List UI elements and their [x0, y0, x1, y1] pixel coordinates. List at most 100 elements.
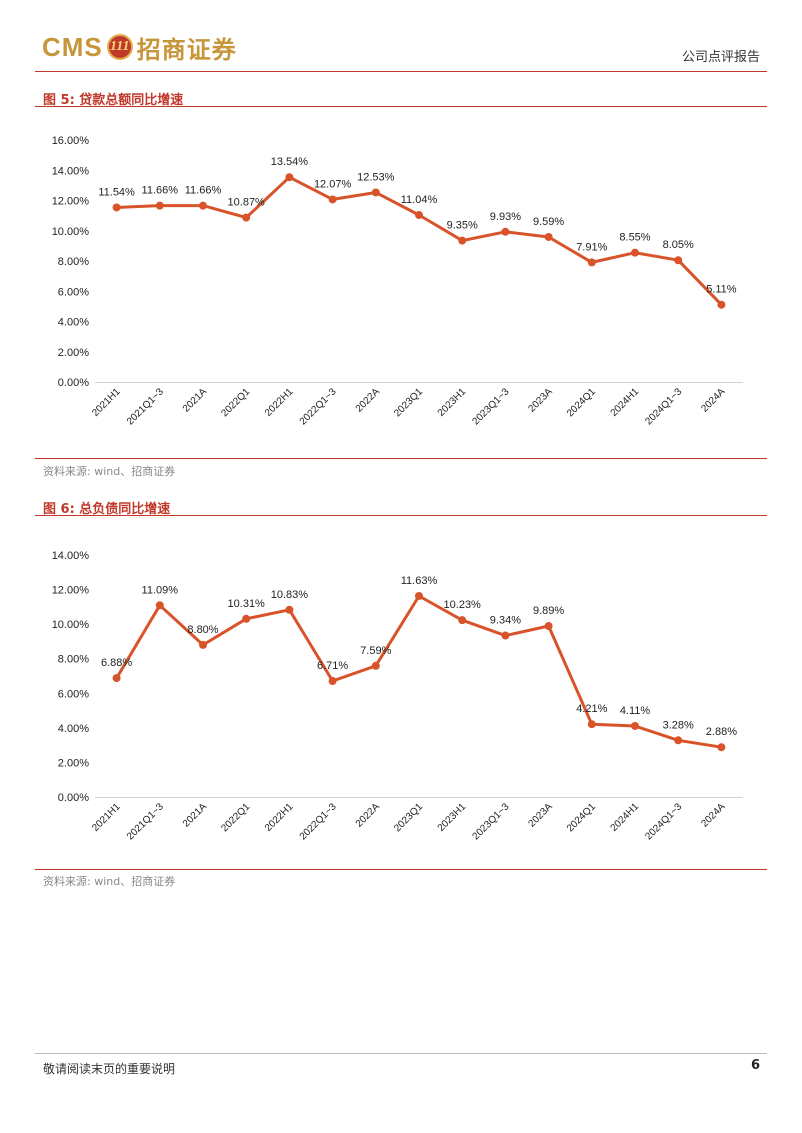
- logo-badge-icon: 111: [106, 34, 133, 60]
- x-tick-label: 2024H1: [609, 386, 642, 419]
- x-tick-label: 2021A: [181, 386, 209, 414]
- y-tick-label: 12.00%: [52, 196, 90, 208]
- x-tick-label: 2024Q1: [565, 386, 598, 419]
- y-tick-label: 4.00%: [58, 723, 89, 735]
- x-tick-label: 2022Q1: [219, 386, 252, 419]
- data-point: [371, 661, 380, 670]
- figure-6-bottom-divider: [35, 869, 767, 870]
- x-tick-label: 2022H1: [263, 801, 296, 834]
- x-tick-label: 2023A: [526, 801, 554, 829]
- data-label: 9.93%: [490, 211, 521, 223]
- data-point: [587, 258, 596, 267]
- data-label: 8.80%: [187, 624, 218, 636]
- data-label: 7.59%: [360, 645, 391, 657]
- x-tick-label: 2023Q1~3: [471, 386, 512, 427]
- data-point: [587, 720, 596, 729]
- data-point: [112, 674, 121, 683]
- data-point: [155, 201, 164, 210]
- data-label: 7.91%: [576, 241, 607, 253]
- page-number: 6: [750, 1058, 760, 1073]
- data-label: 10.31%: [228, 598, 266, 610]
- figure-5-top-divider: [35, 106, 767, 107]
- data-label: 11.04%: [401, 194, 438, 206]
- x-tick-label: 2023Q1~3: [471, 801, 512, 842]
- data-label: 6.71%: [317, 660, 348, 672]
- logo-latin: CMS: [42, 31, 103, 62]
- data-label: 5.11%: [706, 284, 737, 296]
- y-tick-label: 0.00%: [58, 377, 89, 389]
- x-tick-label: 2024A: [699, 801, 727, 829]
- data-label: 10.83%: [271, 589, 309, 601]
- data-point: [112, 203, 121, 212]
- data-label: 3.28%: [663, 719, 694, 731]
- y-tick-label: 6.00%: [58, 286, 89, 298]
- data-label: 10.87%: [228, 197, 266, 209]
- data-point: [458, 616, 467, 625]
- y-tick-label: 10.00%: [52, 226, 90, 238]
- x-tick-label: 2021H1: [90, 386, 123, 419]
- y-tick-label: 14.00%: [52, 165, 90, 177]
- data-point: [285, 605, 294, 614]
- data-point: [717, 300, 726, 309]
- data-point: [242, 213, 251, 222]
- document-type: 公司点评报告: [681, 50, 760, 65]
- y-tick-label: 6.00%: [58, 688, 89, 700]
- data-point: [544, 622, 553, 631]
- y-tick-label: 2.00%: [58, 347, 89, 359]
- data-point: [674, 256, 683, 265]
- data-label: 12.53%: [357, 171, 395, 183]
- x-tick-label: 2023Q1: [392, 801, 425, 834]
- data-point: [371, 188, 380, 197]
- logo-chinese-name: 招商证券: [136, 35, 237, 64]
- liability-growth-chart: 0.00% 2.00% 4.00% 6.00% 8.00% 10.00% 12.00% 14.…: [52, 550, 743, 842]
- data-point: [242, 614, 251, 623]
- figure-6-source: 资料来源: wind、招商证券: [43, 875, 176, 888]
- data-point: [199, 640, 207, 649]
- data-label: 9.59%: [533, 216, 564, 228]
- data-label: 4.11%: [620, 705, 651, 717]
- data-point: [328, 195, 337, 204]
- series-line: [115, 594, 722, 749]
- data-point: [501, 631, 510, 640]
- data-label: 9.35%: [447, 220, 478, 232]
- data-point: [458, 236, 467, 245]
- x-tick-label: 2024H1: [609, 801, 642, 834]
- data-point: [415, 591, 423, 600]
- x-tick-label: 2024Q1~3: [643, 386, 684, 427]
- x-tick-label: 2022A: [354, 801, 382, 829]
- data-label: 11.54%: [98, 186, 135, 198]
- y-tick-label: 14.00%: [52, 550, 90, 562]
- header-divider: [35, 71, 767, 72]
- loan-growth-chart: 0.00% 2.00% 4.00% 6.00% 8.00% 10.00% 12.00% 14.…: [52, 135, 743, 427]
- data-point: [501, 227, 510, 236]
- data-point: [199, 201, 207, 210]
- y-tick-label: 16.00%: [52, 135, 90, 147]
- data-point: [674, 736, 683, 745]
- company-logo: CMS 111 招商证券: [42, 30, 237, 64]
- figure-5-source: 资料来源: wind、招商证券: [43, 465, 176, 478]
- data-label: 6.88%: [101, 657, 132, 669]
- data-label: 12.07%: [314, 178, 352, 190]
- y-tick-label: 8.00%: [58, 654, 89, 666]
- x-tick-label: 2022H1: [263, 386, 296, 419]
- data-point: [155, 601, 164, 610]
- figure-5-title: 图 5: 贷款总额同比增速: [43, 93, 184, 108]
- x-tick-label: 2022Q1~3: [298, 386, 339, 427]
- data-label: 13.54%: [271, 156, 309, 168]
- data-label: 11.63%: [401, 575, 438, 587]
- y-tick-label: 10.00%: [52, 619, 90, 631]
- x-tick-label: 2022A: [354, 386, 382, 414]
- data-point: [544, 232, 553, 241]
- figure-6-top-divider: [35, 515, 767, 516]
- data-label: 8.05%: [663, 239, 694, 251]
- data-label: 8.55%: [619, 232, 650, 244]
- x-tick-label: 2021Q1~3: [125, 801, 166, 842]
- x-tick-label: 2023Q1: [392, 386, 425, 419]
- data-label: 10.23%: [444, 599, 482, 611]
- data-point: [328, 677, 337, 686]
- data-label: 2.88%: [706, 726, 737, 738]
- data-label: 9.34%: [490, 615, 521, 627]
- x-tick-label: 2021H1: [90, 801, 123, 834]
- x-tick-label: 2021Q1~3: [125, 386, 166, 427]
- footer-divider: [35, 1053, 767, 1054]
